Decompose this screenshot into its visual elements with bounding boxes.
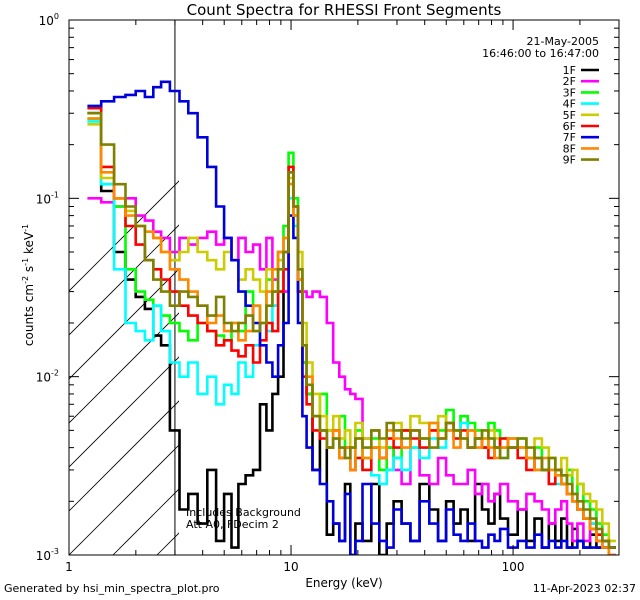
y-axis-label: counts cm-2 s-1 keV-1 [21,224,36,346]
y-tick-base: 10 [36,371,51,385]
plot-frame [68,19,620,556]
time-range-label: 16:46:00 to 16:47:00 [482,47,599,60]
y-tick-base: 10 [36,549,51,563]
legend-label-5f: 5F [563,109,576,122]
legend-label-4f: 4F [563,98,576,111]
hatched-region [69,155,640,555]
legend-label-8f: 8F [563,142,576,155]
y-tick-base: 10 [39,14,54,28]
y-tick-label: 10-1 [36,190,59,206]
y-axis-label-part-1: counts cm [22,284,36,346]
y-tick-exponent: -3 [51,547,59,556]
y-axis-label-exp-3: -1 [21,224,30,232]
y-tick-exponent: -1 [51,190,59,199]
annotation-attenuator: Att A0, FDecim 2 [186,518,279,531]
footer-generated-by: Generated by hsi_min_spectra_plot.pro [4,582,220,595]
hatch-line [69,444,179,555]
x-tick-label: 1 [65,560,73,574]
annotation-background: Includes Background [186,506,301,519]
legend-label-2f: 2F [563,75,576,88]
series-line-6f [87,106,616,549]
series-line-5f [87,123,616,543]
y-tick-exponent: -2 [51,369,59,378]
y-axis-label-part-2: s [22,266,36,276]
x-tick-label: 100 [502,560,525,574]
series-line-1f [87,111,616,555]
legend-label-6f: 6F [563,120,576,133]
hatch-line [112,488,179,555]
x-tick-label: 10 [283,560,298,574]
legend-label-3f: 3F [563,86,576,99]
series-line-2f [87,171,616,555]
footer-timestamp: 11-Apr-2023 02:37 [532,582,636,595]
y-tick-label: 10-3 [36,547,59,563]
x-axis: 1 10 100 [65,20,620,574]
y-tick-base: 10 [36,192,51,206]
series-line-4f [87,120,616,549]
legend-label-7f: 7F [563,131,576,144]
y-tick-label: 100 [39,12,59,28]
date-label: 21-May-2005 [527,35,599,48]
legend-label-1f: 1F [563,64,576,77]
hatch-line [69,400,179,512]
y-tick-exponent: 0 [54,12,59,21]
series-line-3f [87,117,616,549]
series-line-8f [87,117,616,555]
x-axis-label: Energy (keV) [305,576,382,590]
legend-label-9f: 9F [563,154,576,167]
y-axis-label-exp-1: -2 [21,276,30,284]
y-axis-label-part-3: keV [22,231,36,258]
hatch-line [69,312,179,424]
y-axis-label-exp-2: -1 [21,258,30,266]
series-line-7f [87,80,616,555]
hatch-line [69,180,179,292]
hatch-line [69,268,179,380]
series-line-9f [87,111,616,549]
chart-title: Count Spectra for RHESSI Front Segments [187,1,502,19]
hatch-line [465,155,640,555]
series-layer [87,80,616,555]
hatch-line [245,155,640,555]
y-tick-label: 10-2 [36,369,59,385]
